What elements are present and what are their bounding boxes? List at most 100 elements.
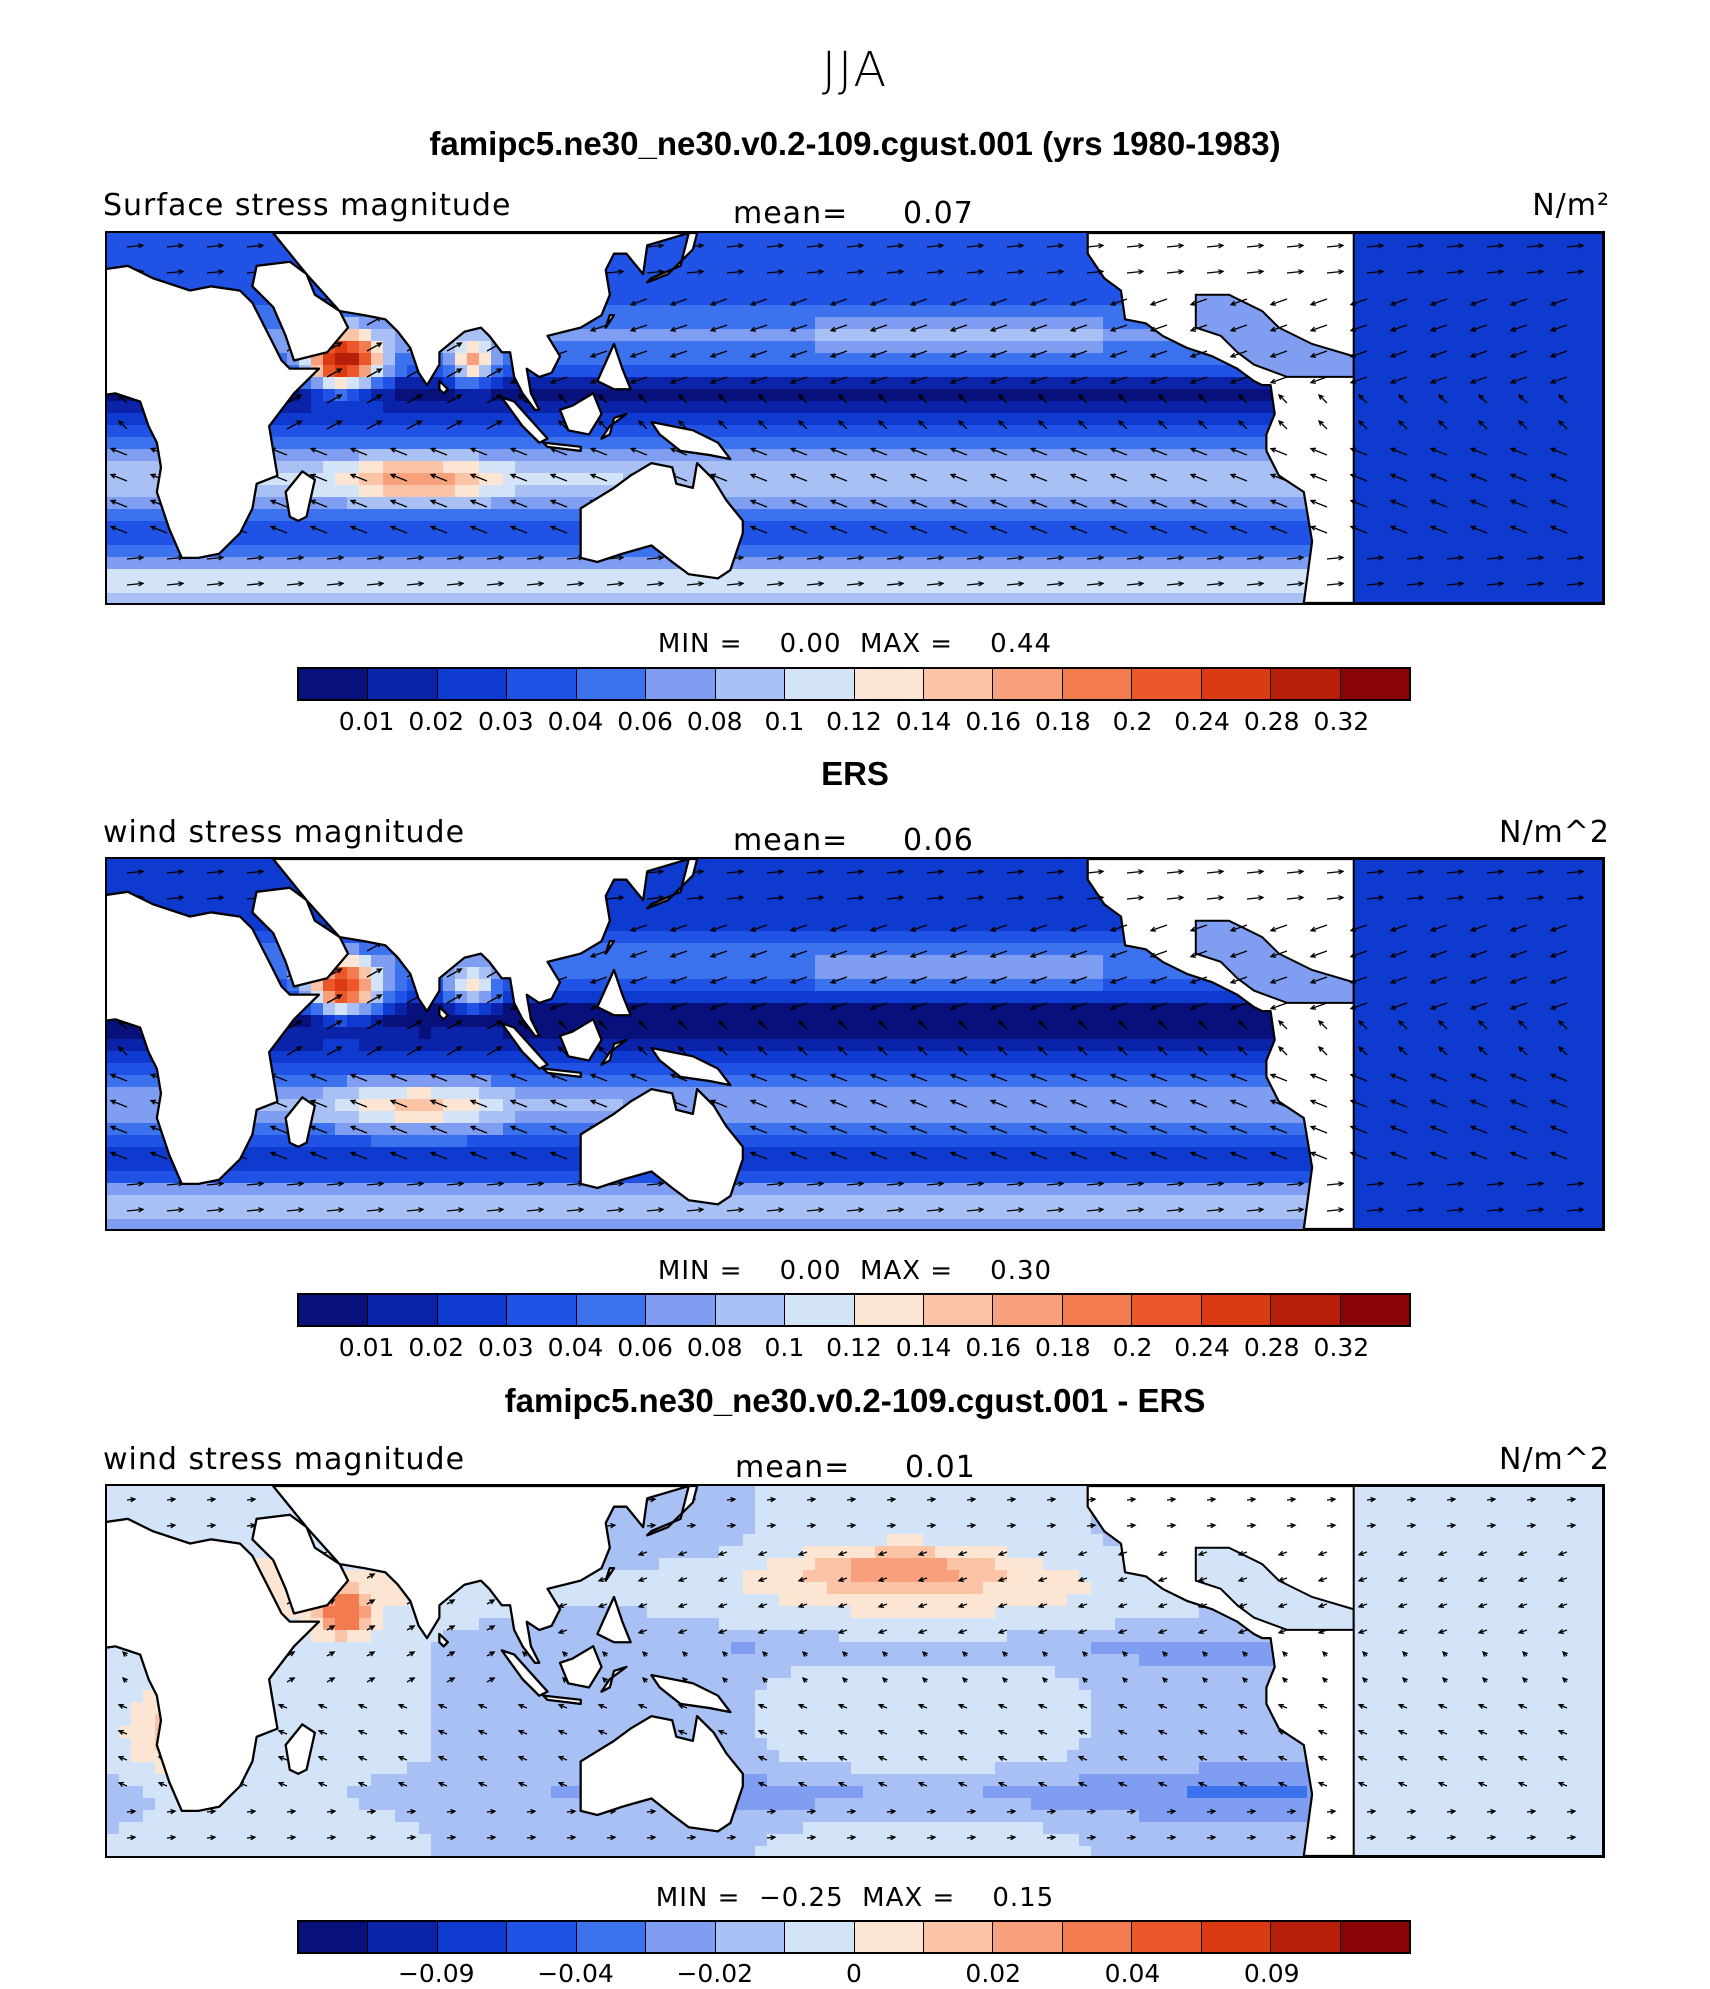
colorbar-swatch: [646, 1922, 716, 1952]
panel-2-title: ERS: [821, 755, 889, 792]
colorbar-tick-label: 0.16: [965, 707, 1022, 736]
colorbar-tick-label: 0.02: [965, 1959, 1022, 1988]
colorbar-swatch: [993, 1922, 1063, 1952]
colorbar-tick-label: 0.2: [1112, 707, 1153, 736]
colorbar-swatch: [507, 1295, 577, 1325]
panel-3-mean-value: 0.01: [905, 1450, 976, 1485]
colorbar-tick-label: 0.2: [1112, 1333, 1153, 1362]
colorbar-tick-label: 0.24: [1174, 1333, 1230, 1362]
panel-3-min-value: −0.25: [758, 1883, 844, 1913]
panel-1-colorbar: [297, 667, 1411, 701]
colorbar-tick-label: 0.08: [686, 707, 743, 736]
colorbar-swatch: [1132, 669, 1202, 699]
colorbar-swatch: [1132, 1295, 1202, 1325]
panel-1-title: famipc5.ne30_ne30.v0.2-109.cgust.001 (yr…: [429, 125, 1281, 162]
coastline: [107, 859, 744, 1206]
panel-3-min-label: MIN =: [655, 1883, 741, 1913]
colorbar-tick-label: 0.03: [478, 1333, 534, 1362]
colorbar-tick-label: 0.02: [408, 707, 465, 736]
colorbar-tick-label: 0.12: [826, 707, 882, 736]
colorbar-swatch: [993, 669, 1063, 699]
panel-2-max-label: MAX =: [860, 1256, 954, 1286]
panel-1-minmax: MIN = 0.00 MAX = 0.44: [0, 629, 1710, 659]
colorbar-swatch: [854, 1295, 924, 1325]
panel-3-mean-label: mean=: [735, 1450, 851, 1485]
colorbar-tick-label: 0.09: [1243, 1959, 1300, 1988]
colorbar-swatch: [993, 1295, 1063, 1325]
colorbar-swatch: [437, 1295, 508, 1325]
colorbar-swatch: [1062, 1922, 1133, 1952]
panel-1-field-label: Surface stress magnitude: [103, 188, 512, 223]
colorbar-swatch: [923, 1922, 994, 1952]
colorbar-tick-label: 0.28: [1243, 707, 1300, 736]
panel-2-field-label: wind stress magnitude: [103, 815, 466, 850]
colorbar-swatch: [715, 1922, 786, 1952]
panel-1-min-label: MIN =: [657, 629, 743, 659]
colorbar-tick-label: 0.1: [764, 1333, 805, 1362]
colorbar-swatch: [368, 669, 438, 699]
colorbar-tick-label: 0.06: [617, 707, 673, 736]
panel-2-mean-value: 0.06: [903, 823, 974, 858]
colorbar-swatch: [1062, 669, 1133, 699]
colorbar-swatch: [1340, 1295, 1409, 1325]
panel-2-max-value: 0.30: [990, 1256, 1053, 1286]
colorbar-tick-label: 0.04: [547, 1333, 604, 1362]
colorbar-swatch: [1132, 1922, 1202, 1952]
colorbar-swatch: [785, 1922, 855, 1952]
colorbar-swatch: [576, 669, 647, 699]
panel-1-units: N/m²: [1532, 188, 1610, 223]
panel-2-map: [105, 857, 1605, 1231]
colorbar-tick-label: 0: [846, 1959, 862, 1988]
colorbar-swatch: [437, 1922, 508, 1952]
colorbar-tick-label: 0.16: [965, 1333, 1022, 1362]
colorbar-swatch: [1062, 1295, 1133, 1325]
colorbar-tick-label: 0.02: [408, 1333, 465, 1362]
colorbar-swatch: [646, 669, 716, 699]
colorbar-swatch: [507, 669, 577, 699]
panel-3-map: [105, 1484, 1605, 1858]
coastline: [107, 1486, 744, 1833]
colorbar-tick-label: 0.01: [338, 1333, 395, 1362]
colorbar-tick-label: 0.12: [826, 1333, 882, 1362]
colorbar-swatch: [1340, 1922, 1409, 1952]
coastline: [107, 233, 744, 580]
colorbar-swatch: [1340, 669, 1409, 699]
colorbar-tick-label: 0.32: [1313, 1333, 1370, 1362]
colorbar-swatch: [1201, 1922, 1272, 1952]
panel-1-max-label: MAX =: [860, 629, 954, 659]
colorbar-swatch: [785, 1295, 855, 1325]
colorbar-swatch: [854, 669, 924, 699]
panel-2-units: N/m^2: [1499, 815, 1610, 850]
panel-1-map: [105, 231, 1605, 605]
panel-2-min-value: 0.00: [779, 1256, 842, 1286]
colorbar-swatch: [299, 669, 369, 699]
colorbar-tick-label: 0.18: [1035, 1333, 1091, 1362]
colorbar-tick-label: −0.04: [537, 1959, 614, 1988]
colorbar-swatch: [368, 1295, 438, 1325]
colorbar-tick-label: −0.09: [397, 1959, 475, 1988]
colorbar-swatch: [368, 1922, 438, 1952]
colorbar-swatch: [715, 669, 786, 699]
colorbar-tick-label: 0.14: [895, 1333, 952, 1362]
panel-1-mean-label: mean=: [733, 196, 849, 231]
colorbar-tick-label: 0.06: [617, 1333, 673, 1362]
colorbar-swatch: [1271, 1295, 1341, 1325]
page-title: JJA: [821, 42, 889, 98]
panel-3-units: N/m^2: [1499, 1442, 1610, 1477]
panel-3-colorbar: [297, 1920, 1411, 1954]
panel-2-min-label: MIN =: [657, 1256, 743, 1286]
colorbar-swatch: [299, 1922, 369, 1952]
colorbar-tick-label: 0.24: [1174, 707, 1230, 736]
panel-1-max-value: 0.44: [990, 629, 1053, 659]
panel-2-colorbar: [297, 1293, 1411, 1327]
colorbar-swatch: [1201, 1295, 1272, 1325]
panel-3-max-value: 0.15: [992, 1883, 1055, 1913]
panel-3-minmax: MIN = −0.25 MAX = 0.15: [0, 1883, 1710, 1913]
panel-3-title: famipc5.ne30_ne30.v0.2-109.cgust.001 - E…: [504, 1382, 1206, 1419]
colorbar-swatch: [1271, 1922, 1341, 1952]
colorbar-swatch: [299, 1295, 369, 1325]
colorbar-tick-label: 0.03: [478, 707, 534, 736]
colorbar-tick-label: 0.1: [764, 707, 805, 736]
colorbar-swatch: [576, 1295, 647, 1325]
colorbar-tick-label: −0.02: [676, 1959, 754, 1988]
